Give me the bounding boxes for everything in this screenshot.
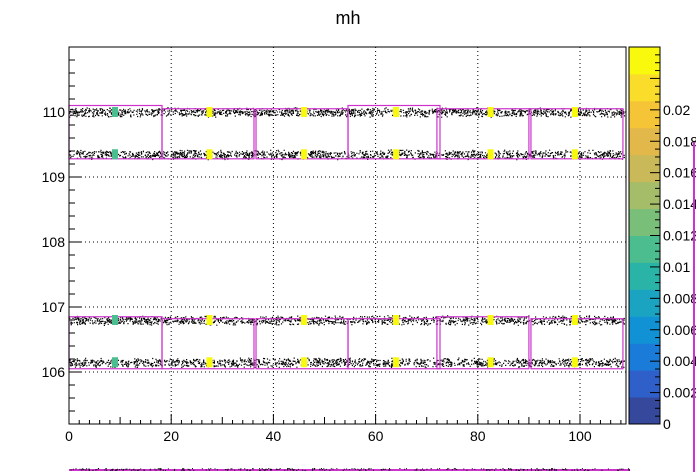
color-scale-bar: 0 0.002 0.004 0.006 0.008 0.01 0.012 0.014 0.016… — [628, 46, 696, 432]
plot-frame — [68, 46, 627, 425]
y-tick-label: 110 — [43, 104, 66, 120]
color-scale-label: 0.018 — [663, 133, 696, 149]
data-point — [206, 315, 213, 325]
color-scale-label: 0.004 — [663, 353, 696, 369]
color-scale-cell — [629, 47, 660, 75]
data-point — [206, 149, 213, 160]
data-point — [301, 149, 308, 160]
data-point — [393, 149, 400, 160]
data-point — [393, 315, 400, 325]
data-point — [111, 315, 118, 325]
color-scale-cell — [629, 235, 660, 263]
data-point — [111, 149, 118, 160]
data-point — [571, 357, 578, 368]
data-point — [301, 107, 308, 117]
data-point — [206, 357, 213, 368]
data-point — [487, 149, 494, 160]
bottom-panel-points — [70, 468, 630, 471]
color-scale-label: 0.014 — [663, 196, 696, 212]
color-scale-cell — [629, 397, 660, 425]
data-point — [571, 149, 578, 160]
color-scale-cell — [629, 100, 660, 129]
color-scale-label: 0.016 — [663, 165, 696, 181]
color-scale-label: 0.008 — [663, 290, 696, 306]
second-panel-edge — [69, 142, 695, 472]
data-point — [571, 107, 578, 117]
data-point — [571, 315, 578, 325]
data-point — [206, 107, 213, 117]
color-scale-cell — [629, 370, 660, 398]
x-tick-label: 80 — [470, 428, 486, 444]
color-scale-cell — [629, 289, 660, 317]
outline-box — [436, 316, 530, 370]
x-tick-label: 60 — [368, 428, 384, 444]
color-scale-label: 0 — [663, 416, 671, 432]
data-point — [487, 107, 494, 117]
data-point — [301, 357, 308, 368]
data-points — [111, 107, 578, 368]
color-scale-cell — [629, 154, 660, 183]
grid-lines — [68, 47, 626, 424]
data-point — [111, 107, 118, 117]
x-tick-label: 40 — [266, 428, 282, 444]
color-scale-cell — [629, 181, 660, 210]
x-tick-label: 20 — [163, 428, 179, 444]
color-scale-label: 0.002 — [663, 385, 696, 401]
data-point — [393, 107, 400, 117]
axes: 0 20 40 60 80 100 106 107 108 109 110 — [42, 46, 622, 444]
color-scale-label: 0.006 — [663, 322, 696, 338]
color-scale-cell — [629, 208, 660, 236]
data-point — [301, 315, 308, 325]
color-scale-label: 0.02 — [663, 102, 690, 118]
color-scale-label: 0.012 — [663, 228, 696, 244]
chart-title: mh — [335, 8, 360, 28]
data-point — [487, 357, 494, 368]
outline-box — [436, 108, 530, 160]
data-point — [111, 357, 118, 368]
data-point — [393, 357, 400, 368]
x-tick-label: 100 — [568, 428, 592, 444]
y-tick-label: 106 — [42, 364, 66, 380]
y-tick-label: 107 — [42, 299, 66, 315]
y-tick-label: 109 — [42, 169, 66, 185]
x-tick-label: 0 — [65, 428, 73, 444]
color-scale-label: 0.01 — [663, 259, 690, 275]
y-tick-label: 108 — [42, 234, 66, 250]
color-scale-cell — [629, 343, 660, 371]
data-point — [487, 315, 494, 325]
